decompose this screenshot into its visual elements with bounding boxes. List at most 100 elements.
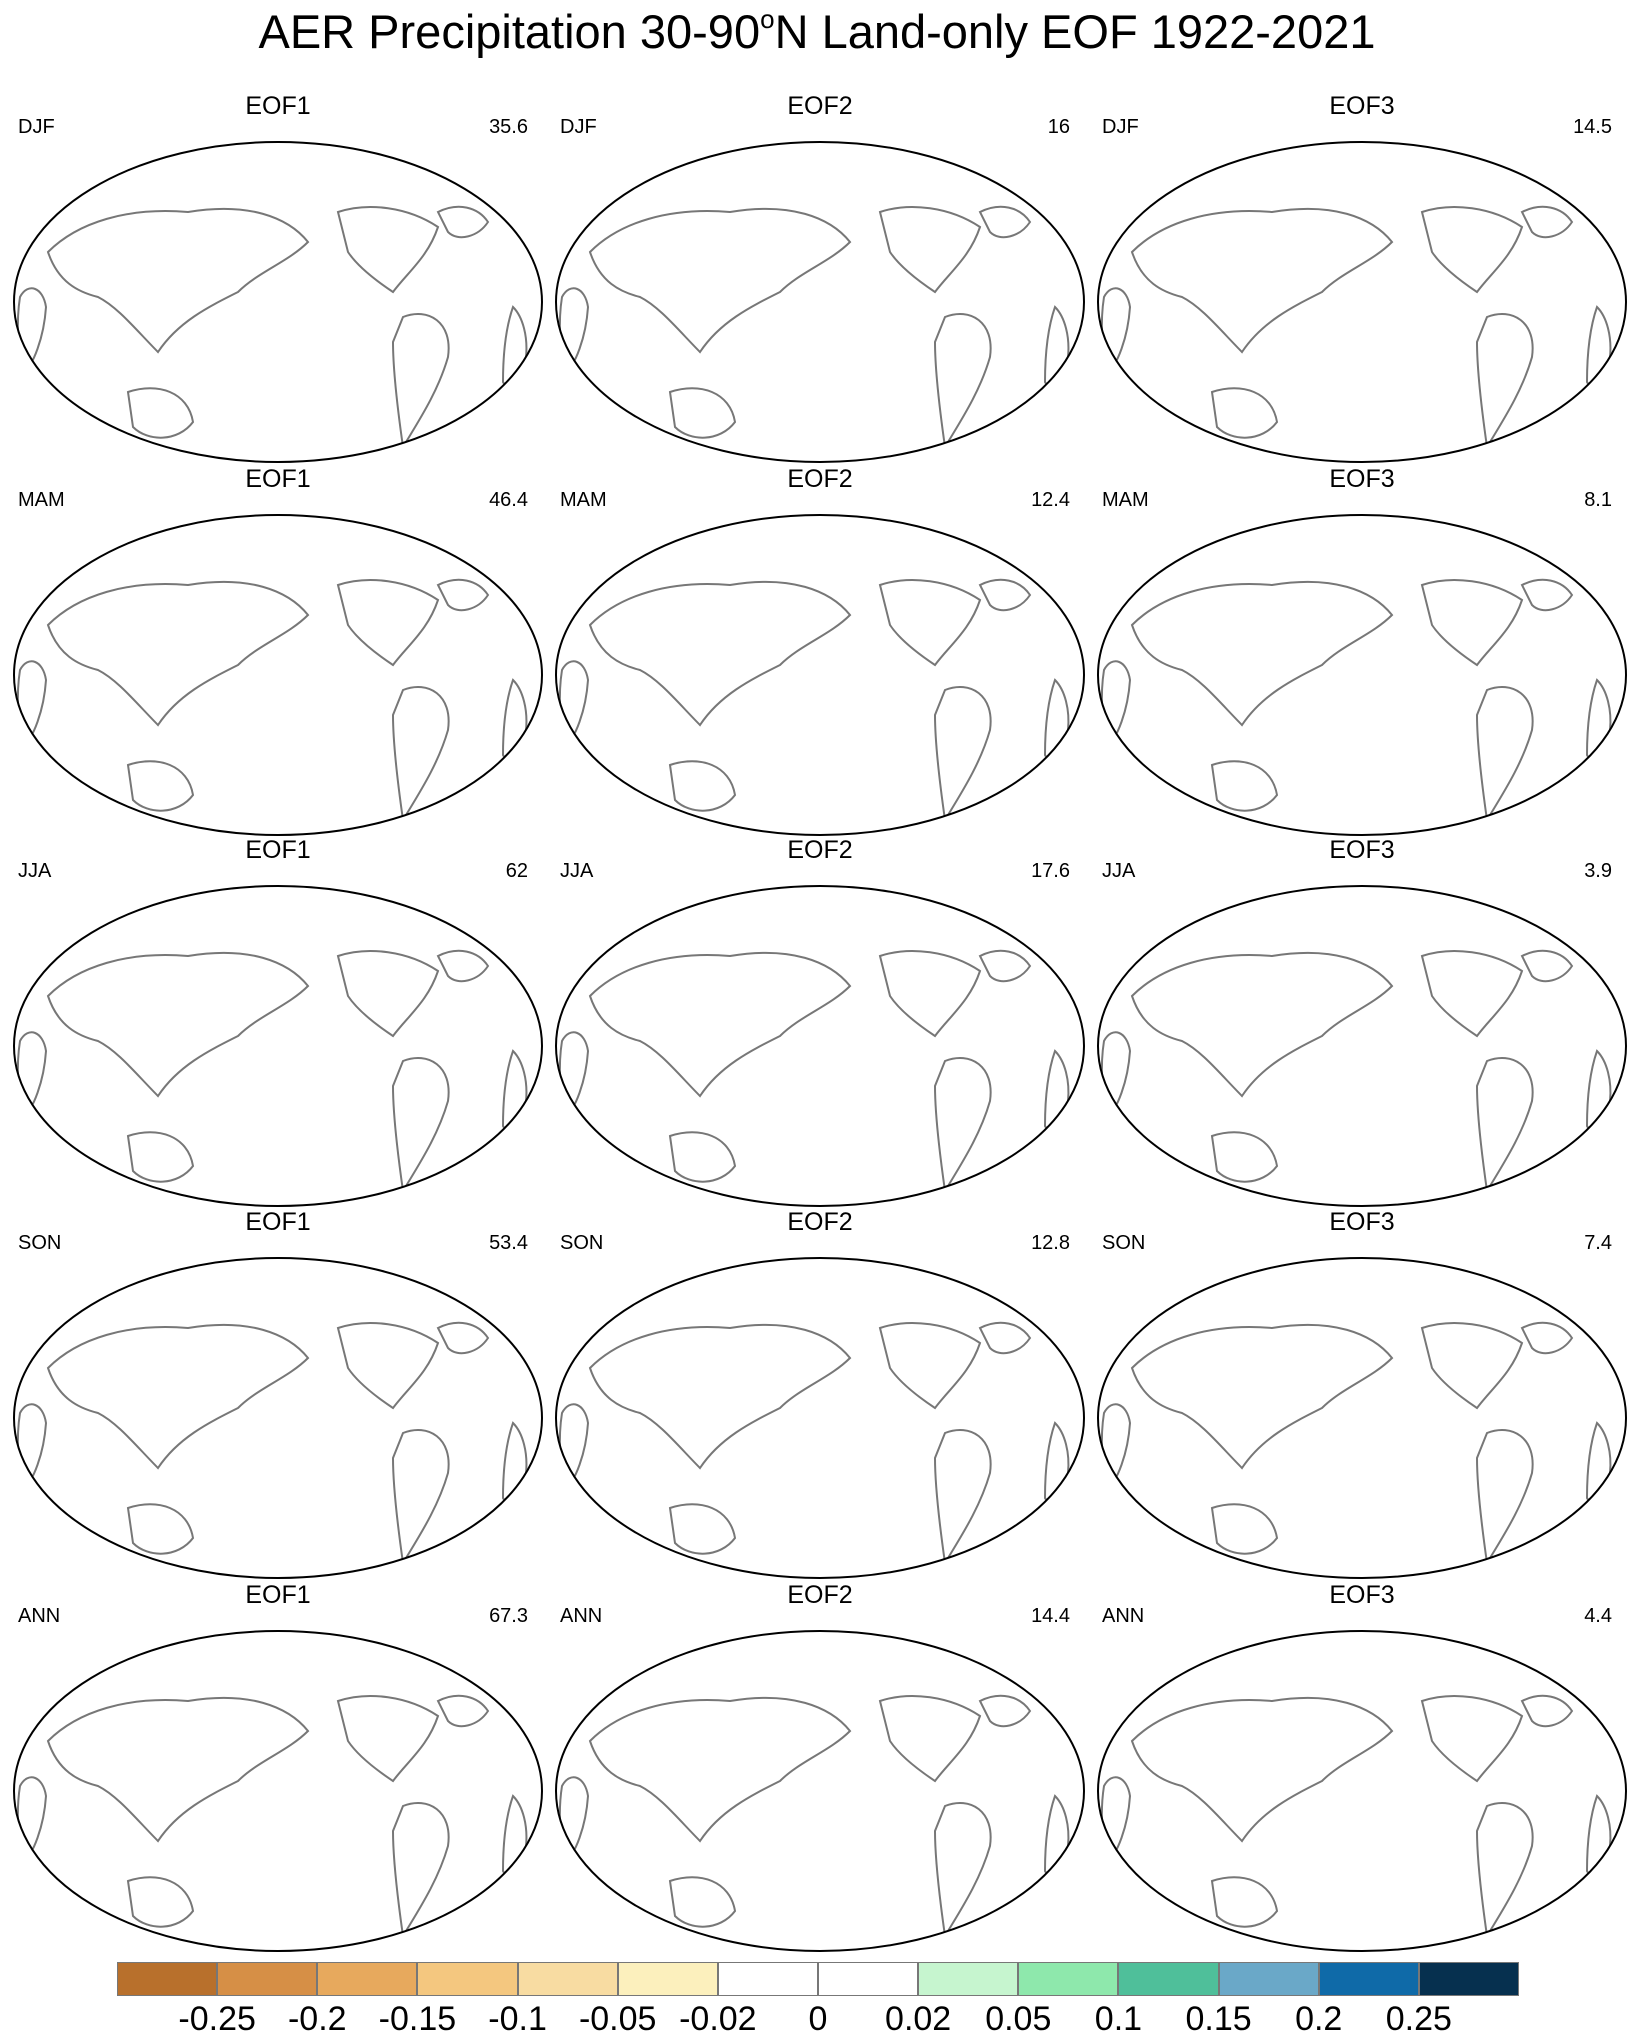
map-panel: EOF3 DJF 14.5 xyxy=(1092,92,1632,464)
coastline xyxy=(588,580,852,727)
coastline xyxy=(1420,950,1524,1038)
panel-eof-title: EOF3 xyxy=(1329,1208,1395,1236)
world-map xyxy=(555,1257,1085,1579)
panel-variance-value: 53.4 xyxy=(489,1232,528,1254)
map-border xyxy=(1097,141,1627,463)
panel-season-label: DJF xyxy=(18,116,55,138)
colorbar-segment xyxy=(1418,1962,1519,1996)
coastline xyxy=(933,685,992,823)
panel-season-label: SON xyxy=(560,1232,604,1254)
map-border xyxy=(555,885,1085,1207)
panel-variance-value: 14.4 xyxy=(1031,1605,1070,1627)
panel-eof-title: EOF3 xyxy=(1329,1581,1395,1609)
coastline xyxy=(46,1323,310,1470)
coastline xyxy=(126,1503,195,1555)
map-border xyxy=(13,1630,543,1952)
coastline xyxy=(1130,1323,1394,1470)
map-border xyxy=(1097,885,1627,1207)
map-panel: EOF3 MAM 8.1 xyxy=(1092,465,1632,837)
coastline xyxy=(336,206,440,294)
map-border xyxy=(555,1257,1085,1579)
colorbar-segment xyxy=(717,1962,818,1996)
world-map xyxy=(1097,885,1627,1207)
map-panel: EOF1 JJA 62 xyxy=(8,836,548,1208)
world-map xyxy=(13,141,543,463)
panel-eof-title: EOF2 xyxy=(787,1581,853,1609)
panel-season-label: JJA xyxy=(1102,860,1136,882)
coastline xyxy=(933,1056,992,1194)
colorbar-segment xyxy=(918,1962,1019,1996)
coastline xyxy=(46,1696,310,1843)
panel-season-label: ANN xyxy=(1102,1605,1145,1627)
world-map xyxy=(1097,514,1627,836)
world-map xyxy=(13,885,543,1207)
panel-variance-value: 35.6 xyxy=(489,116,528,138)
panel-eof-title: EOF3 xyxy=(1329,465,1395,493)
coastline xyxy=(978,205,1032,239)
coastline xyxy=(391,1056,450,1194)
map-panel: EOF1 DJF 35.6 xyxy=(8,92,548,464)
panel-season-label: JJA xyxy=(560,860,594,882)
panel-eof-title: EOF2 xyxy=(787,836,853,864)
colorbar-segment xyxy=(217,1962,318,1996)
panel-variance-value: 16 xyxy=(1047,116,1070,138)
map-panel: EOF2 MAM 12.4 xyxy=(550,465,1090,837)
coastline xyxy=(436,578,490,612)
coastline xyxy=(1130,1696,1394,1843)
coastline xyxy=(46,951,310,1098)
coastline xyxy=(668,1876,737,1928)
coastline xyxy=(978,949,1032,983)
coastline xyxy=(1420,579,1524,667)
coastline xyxy=(978,578,1032,612)
coastline xyxy=(1420,1695,1524,1783)
coastline xyxy=(436,1694,490,1728)
world-map xyxy=(1097,1630,1627,1952)
coastline xyxy=(126,387,195,439)
colorbar-tick-label: 0.25 xyxy=(1385,2000,1452,2038)
colorbar-segment xyxy=(1218,1962,1319,1996)
panel-season-label: DJF xyxy=(560,116,597,138)
coastline xyxy=(588,1323,852,1470)
coastline xyxy=(1210,760,1279,812)
map-border xyxy=(1097,514,1627,836)
coastline xyxy=(1475,685,1534,823)
world-map xyxy=(13,1257,543,1579)
world-map xyxy=(13,1630,543,1952)
panel-season-label: MAM xyxy=(560,489,607,511)
colorbar-tick-label: -0.02 xyxy=(679,2000,757,2038)
coastline xyxy=(1210,387,1279,439)
coastline xyxy=(933,312,992,450)
panel-variance-value: 14.5 xyxy=(1573,116,1612,138)
colorbar-segment xyxy=(317,1962,418,1996)
coastline xyxy=(668,387,737,439)
map-panel: EOF3 SON 7.4 xyxy=(1092,1208,1632,1580)
panel-season-label: SON xyxy=(1102,1232,1146,1254)
world-map xyxy=(555,1630,1085,1952)
coastline xyxy=(978,1321,1032,1355)
panel-eof-title: EOF2 xyxy=(787,465,853,493)
panel-variance-value: 12.8 xyxy=(1031,1232,1070,1254)
coastline xyxy=(1520,949,1574,983)
coastline xyxy=(436,949,490,983)
coastline xyxy=(336,1322,440,1410)
world-map xyxy=(555,885,1085,1207)
colorbar-tick-label: 0 xyxy=(808,2000,828,2038)
coastline xyxy=(878,1695,982,1783)
coastline xyxy=(391,685,450,823)
map-panel: EOF1 SON 53.4 xyxy=(8,1208,548,1580)
map-border xyxy=(555,1630,1085,1952)
coastline xyxy=(46,580,310,727)
colorbar-tick-label: 0.1 xyxy=(1094,2000,1143,2038)
panel-eof-title: EOF1 xyxy=(245,836,311,864)
coastline xyxy=(878,1322,982,1410)
coastline xyxy=(933,1801,992,1939)
panel-variance-value: 17.6 xyxy=(1031,860,1070,882)
colorbar-segment xyxy=(517,1962,618,1996)
panel-season-label: JJA xyxy=(18,860,52,882)
coastline xyxy=(878,950,982,1038)
coastline xyxy=(1210,1131,1279,1183)
coastline xyxy=(1130,951,1394,1098)
colorbar-segment xyxy=(117,1962,218,1996)
colorbar-segment xyxy=(1018,1962,1119,1996)
coastline xyxy=(1520,1321,1574,1355)
